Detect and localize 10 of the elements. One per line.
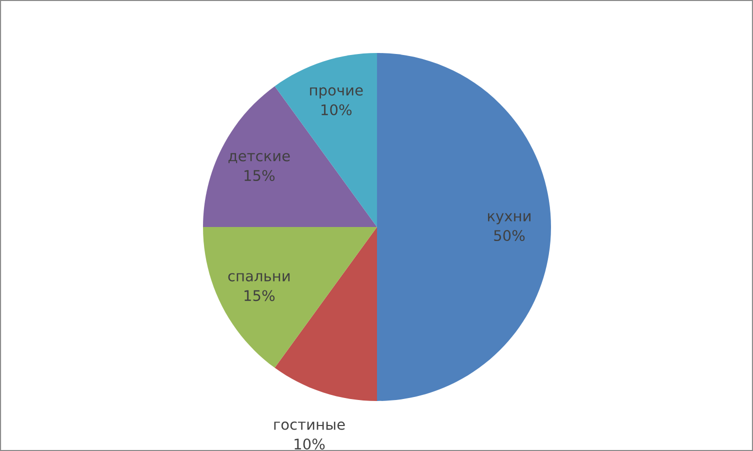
- slice-label: кухни: [488, 213, 530, 224]
- data-label: 10%: [294, 438, 325, 450]
- data-label: 10%: [322, 104, 352, 116]
- slice-label: гостиные: [274, 422, 345, 430]
- slice-label: детские: [228, 152, 290, 164]
- data-label: 50%: [494, 230, 525, 242]
- data-label: 15%: [244, 170, 275, 182]
- slice-label: спальни: [228, 273, 290, 282]
- slice-label: прочие: [310, 87, 363, 98]
- data-label: 15%: [244, 290, 275, 302]
